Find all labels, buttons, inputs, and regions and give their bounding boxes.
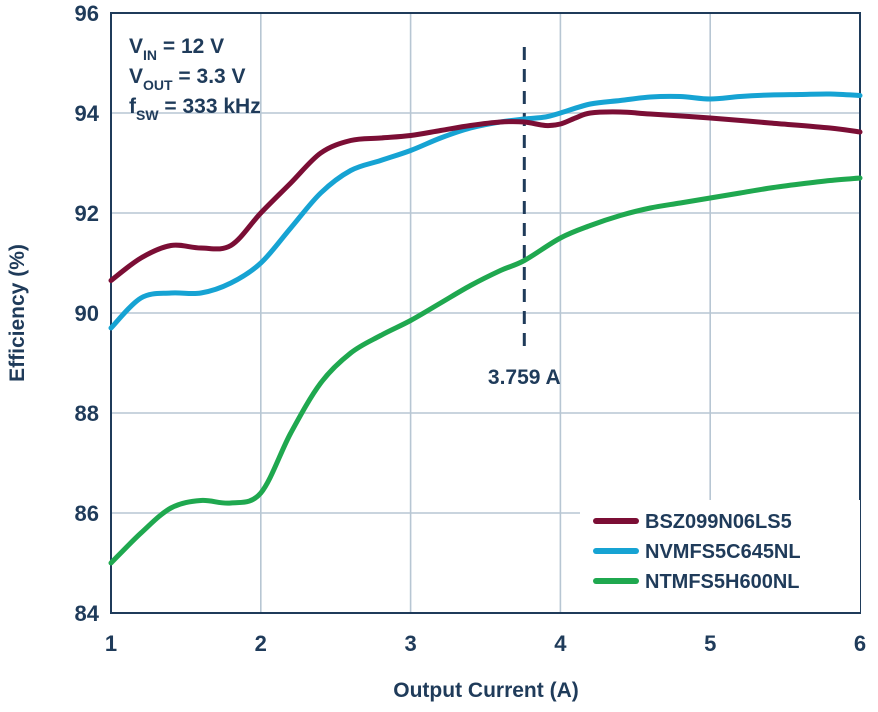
x-tick-label-2: 2: [255, 631, 267, 656]
condition-sw: fSW = 333 kHz: [129, 95, 261, 123]
legend-label-ntmfs5h600nl: NTMFS5H600NL: [645, 571, 799, 593]
current-marker: 3.759 A: [488, 47, 561, 389]
legend-label-bsz099n06ls5: BSZ099N06LS5: [645, 511, 792, 533]
series-line-ntmfs5h600nl: [108, 175, 863, 566]
x-tick-labels: 1 2 3 4 5 6: [105, 631, 866, 656]
x-tick-label-6: 6: [854, 631, 866, 656]
condition-in: VIN = 12 V: [129, 35, 224, 63]
y-tick-label-96: 96: [75, 1, 99, 26]
series-line-bsz099n06ls5: [108, 109, 863, 283]
y-tick-label-92: 92: [75, 201, 99, 226]
x-tick-label-4: 4: [554, 631, 567, 656]
y-tick-labels: 84 86 88 90 92 94 96: [75, 1, 100, 626]
series-line-nvmfs5c645nl: [108, 91, 863, 331]
y-tick-label-90: 90: [75, 301, 99, 326]
y-tick-label-84: 84: [75, 601, 100, 626]
marker-label: 3.759 A: [488, 366, 561, 389]
x-tick-label-5: 5: [704, 631, 716, 656]
condition-out: VOUT = 3.3 V: [129, 65, 246, 93]
x-tick-label-1: 1: [105, 631, 117, 656]
plot-frame: [110, 12, 861, 614]
y-tick-label-94: 94: [75, 101, 100, 126]
y-tick-label-86: 86: [75, 501, 99, 526]
x-axis-title: Output Current (A): [393, 679, 578, 702]
data-series: [108, 91, 863, 566]
y-axis-title: Efficiency (%): [6, 244, 29, 382]
x-tick-label-3: 3: [404, 631, 416, 656]
legend: BSZ099N06LS5 NVMFS5C645NL NTMFS5H600NL: [580, 500, 860, 612]
y-tick-label-88: 88: [75, 401, 99, 426]
legend-label-nvmfs5c645nl: NVMFS5C645NL: [645, 541, 801, 563]
